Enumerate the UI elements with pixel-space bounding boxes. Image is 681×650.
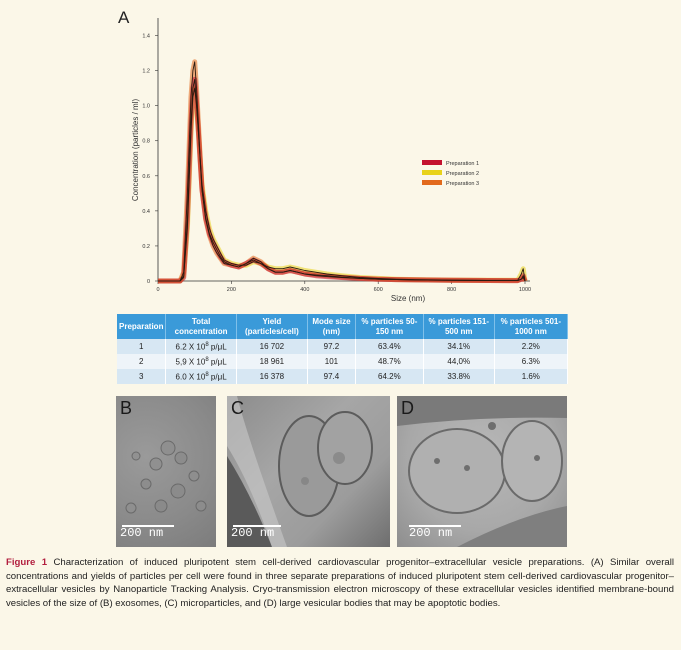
cell-pct-151-500: 34.1% [423, 339, 495, 354]
series-lines [158, 59, 528, 284]
cell-yield: 16 702 [236, 339, 309, 354]
header-total-concentration: Total concentration [165, 314, 237, 339]
cell-pct-501-1000: 2.2% [494, 339, 569, 354]
legend-swatch [422, 170, 442, 175]
y-tick-label: 1.0 [142, 104, 150, 110]
scale-bar-label: 200 nm [409, 526, 453, 540]
series-line-1 [158, 78, 526, 282]
cell-yield: 18 961 [236, 354, 309, 369]
y-tick-label: 0.2 [142, 244, 150, 250]
panel-b-letter: B [120, 398, 133, 418]
header-mode-size: Mode size (nm) [307, 314, 356, 339]
cell-preparation: 2 [117, 354, 167, 369]
cryo-tem-panel-c: C 200 nm [227, 396, 390, 547]
scale-bar-label: 200 nm [231, 526, 275, 540]
cell-mode-size: 97.2 [307, 339, 356, 354]
large-vesicular-body-image [397, 396, 567, 547]
x-tick-label: 400 [300, 287, 309, 293]
legend: Preparation 1 Preparation 2 Preparation 3 [422, 160, 479, 187]
cell-pct-50-150: 48.7% [355, 354, 424, 369]
figure-caption: Figure 1 Characterization of induced plu… [6, 556, 674, 610]
cell-pct-50-150: 63.4% [355, 339, 424, 354]
nta-size-distribution-chart: 0 0.2 0.4 0.6 0.8 1.0 1.2 1.4 0 200 400 600 800 1000… [131, 18, 531, 303]
header-yield: Yield (particles/cell) [236, 314, 309, 339]
cryo-tem-panel-b: B 200 nm [116, 396, 216, 547]
table-row: 3 6.0 X 108 p/μL 16 378 97.4 64.2% 33.8%… [117, 369, 569, 384]
figure-caption-text: Characterization of induced pluripotent … [6, 557, 674, 609]
cell-pct-50-150: 64.2% [355, 369, 424, 384]
header-pct-50-150: % particles 50-150 nm [355, 314, 424, 339]
header-pct-501-1000: % particles 501-1000 nm [494, 314, 569, 339]
scale-bar-label: 200 nm [120, 526, 164, 540]
panel-d-letter: D [401, 398, 414, 418]
cell-preparation: 3 [117, 369, 167, 384]
figure-label: Figure 1 [6, 557, 48, 568]
table-header-row: Preparation Total concentration Yield (p… [117, 314, 569, 339]
y-tick-label: 0 [147, 279, 150, 285]
cell-mode-size: 97.4 [307, 369, 356, 384]
y-axis-label: Concentration (particles / ml) [131, 99, 140, 202]
cell-pct-501-1000: 1.6% [494, 369, 569, 384]
header-preparation: Preparation [117, 314, 167, 339]
exosome-vesicles-image [125, 440, 207, 514]
scale-bar [122, 525, 174, 527]
x-tick-label: 1000 [519, 287, 531, 293]
cryo-tem-panel-d: D 200 nm [397, 396, 567, 547]
x-tick-label: 0 [156, 287, 159, 293]
cell-concentration: 6.2 X 108 p/μL [165, 339, 237, 354]
cell-preparation: 1 [117, 339, 167, 354]
nta-summary-table: Preparation Total concentration Yield (p… [117, 314, 569, 384]
x-axis-label: Size (nm) [391, 294, 426, 303]
cell-pct-151-500: 33.8% [423, 369, 495, 384]
y-tick-label: 0.4 [142, 209, 150, 215]
panel-c-letter: C [231, 398, 244, 418]
y-tick-label: 0.6 [142, 174, 150, 180]
cell-pct-501-1000: 6.3% [494, 354, 569, 369]
cell-concentration: 6.0 X 108 p/μL [165, 369, 237, 384]
x-tick-label: 800 [447, 287, 456, 293]
y-tick-label: 1.2 [142, 69, 150, 75]
legend-swatch [422, 180, 442, 185]
scale-bar [409, 525, 461, 527]
header-pct-151-500: % particles 151-500 nm [423, 314, 495, 339]
panel-a-letter: A [118, 8, 130, 27]
legend-swatch [422, 160, 442, 165]
table-row: 1 6.2 X 108 p/μL 16 702 97.2 63.4% 34.1%… [117, 339, 569, 354]
cell-pct-151-500: 44,0% [423, 354, 495, 369]
y-tick-label: 0.8 [142, 139, 150, 145]
legend-label: Preparation 2 [446, 171, 479, 177]
x-tick-label: 600 [374, 287, 383, 293]
microparticle-vesicles-image [227, 396, 373, 547]
cell-concentration: 5,9 X 108 p/μL [165, 354, 237, 369]
scale-bar [233, 525, 281, 527]
y-tick-label: 1.4 [142, 34, 150, 40]
cell-mode-size: 101 [307, 354, 356, 369]
cell-yield: 16 378 [236, 369, 309, 384]
y-ticks: 0 0.2 0.4 0.6 0.8 1.0 1.2 1.4 [142, 34, 158, 285]
x-tick-label: 200 [227, 287, 236, 293]
table-row: 2 5,9 X 108 p/μL 18 961 101 48.7% 44,0% … [117, 354, 569, 369]
legend-label: Preparation 1 [446, 161, 479, 167]
legend-label: Preparation 3 [446, 181, 479, 187]
